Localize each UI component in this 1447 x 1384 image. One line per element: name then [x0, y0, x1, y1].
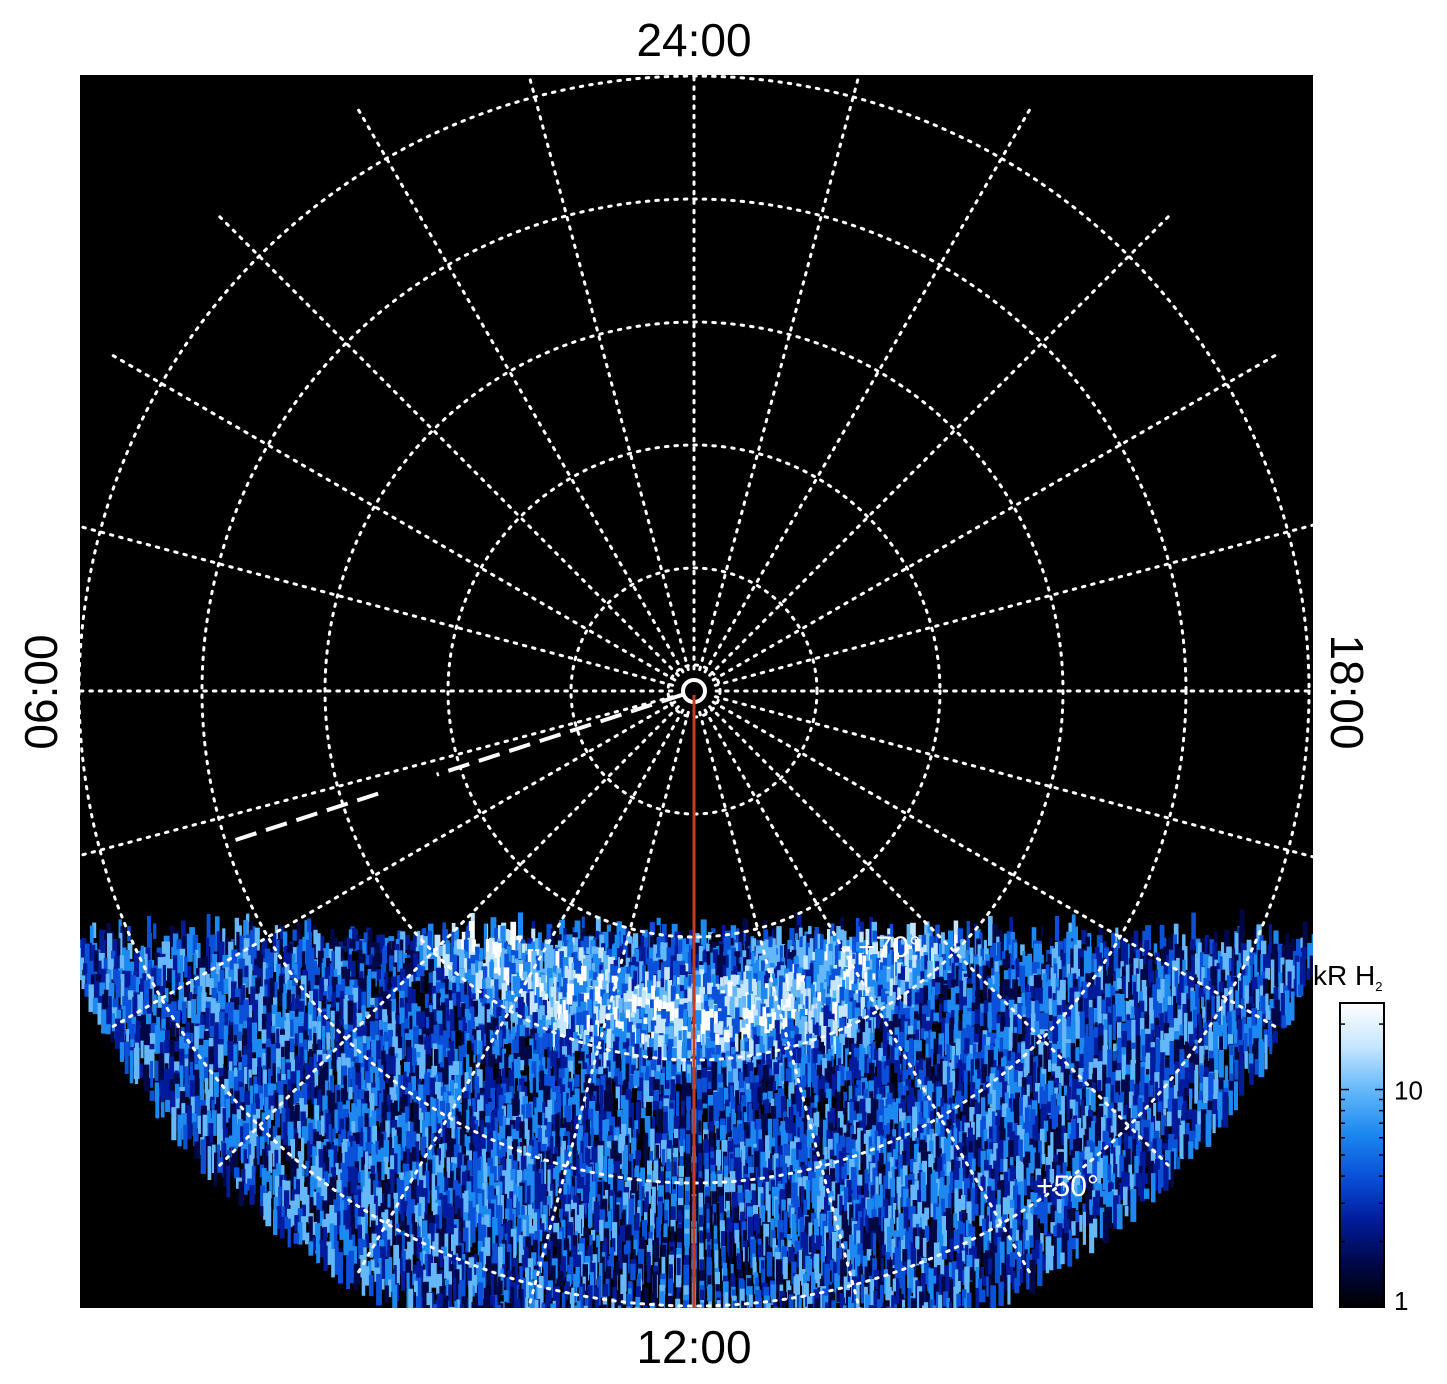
- overlay-lines: [225, 692, 696, 1308]
- dashed-reference-line: [225, 791, 379, 845]
- local-time-label-right: 18:00: [1321, 634, 1373, 749]
- meridian-line: [354, 708, 685, 1279]
- latitude-label: +70°: [858, 931, 921, 964]
- latitude-label: +50°: [1036, 1170, 1099, 1203]
- meridian-line: [711, 700, 1282, 1031]
- meridian-line: [106, 351, 677, 682]
- meridian-line: [354, 103, 685, 674]
- meridian-line: [713, 695, 1313, 859]
- meridian-line: [703, 708, 1034, 1279]
- colorbar-ticks: 1 10: [1340, 1023, 1423, 1316]
- local-time-label-bottom: 12:00: [636, 1321, 751, 1373]
- colorbar: kR H2 1 10: [1313, 960, 1423, 1316]
- colorbar-title: kR H2: [1313, 960, 1382, 994]
- colorbar-gradient: [1339, 1002, 1385, 1308]
- latitude-circle: [446, 443, 942, 939]
- meridian-line: [698, 75, 861, 672]
- meridian-line: [214, 211, 680, 677]
- meridian-line: [106, 700, 677, 1031]
- meridian-line: [527, 710, 690, 1308]
- meridian-line: [711, 351, 1282, 682]
- meridian-line: [527, 75, 690, 672]
- meridian-line: [703, 103, 1034, 674]
- emission-map: [80, 909, 1313, 1308]
- meridian-line: [698, 710, 861, 1308]
- meridian-line: [80, 695, 675, 858]
- local-time-label-top: 24:00: [636, 14, 751, 66]
- meridian-line: [80, 524, 675, 687]
- local-time-label-left: 06:00: [15, 634, 67, 749]
- meridian-line: [214, 705, 680, 1171]
- meridian-line: [708, 211, 1174, 677]
- colorbar-tick-label: 10: [1394, 1076, 1423, 1106]
- meridian-line: [708, 705, 1174, 1171]
- colorbar-tick-label: 1: [1394, 1286, 1408, 1316]
- dashed-reference-line: [436, 692, 683, 777]
- meridian-line: [713, 523, 1313, 687]
- latitude-labels: +70° +50°: [858, 931, 1099, 1203]
